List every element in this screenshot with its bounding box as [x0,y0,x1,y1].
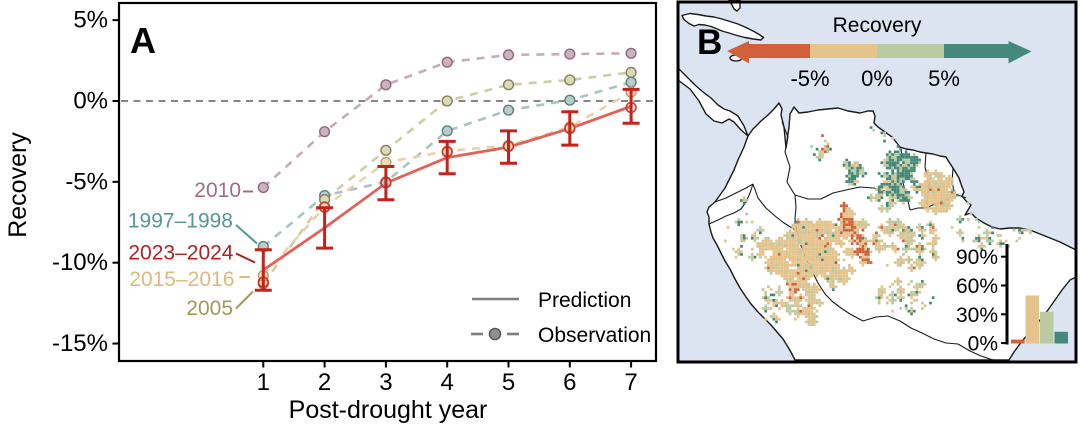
svg-text:0%: 0% [968,333,998,356]
svg-text:0%: 0% [73,88,108,115]
svg-text:4: 4 [441,369,454,396]
svg-text:7: 7 [624,369,637,396]
svg-text:2010: 2010 [194,179,241,202]
svg-text:0%: 0% [861,66,893,91]
svg-text:5%: 5% [73,7,108,34]
svg-text:-5%: -5% [65,168,108,195]
svg-text:Post-drought year: Post-drought year [289,396,488,424]
svg-text:5%: 5% [928,66,960,91]
svg-text:2: 2 [318,369,331,396]
svg-text:1: 1 [257,369,270,396]
svg-text:1997–1998: 1997–1998 [128,210,233,233]
svg-text:-15%: -15% [52,330,108,357]
svg-text:Recovery: Recovery [4,132,32,238]
svg-text:3: 3 [379,369,392,396]
svg-text:Recovery: Recovery [833,14,922,37]
svg-text:5: 5 [502,369,515,396]
svg-text:Observation: Observation [538,324,651,347]
svg-text:B: B [697,23,722,62]
svg-text:A: A [130,20,156,61]
svg-text:6: 6 [563,369,576,396]
svg-text:-10%: -10% [52,249,108,276]
svg-text:2005: 2005 [186,297,233,320]
svg-text:2015–2016: 2015–2016 [129,268,234,291]
svg-text:-5%: -5% [790,66,829,91]
svg-text:90%: 90% [956,246,998,269]
svg-text:Prediction: Prediction [538,289,631,312]
svg-text:30%: 30% [956,304,998,327]
svg-text:2023–2024: 2023–2024 [128,241,233,264]
svg-text:60%: 60% [956,275,998,298]
